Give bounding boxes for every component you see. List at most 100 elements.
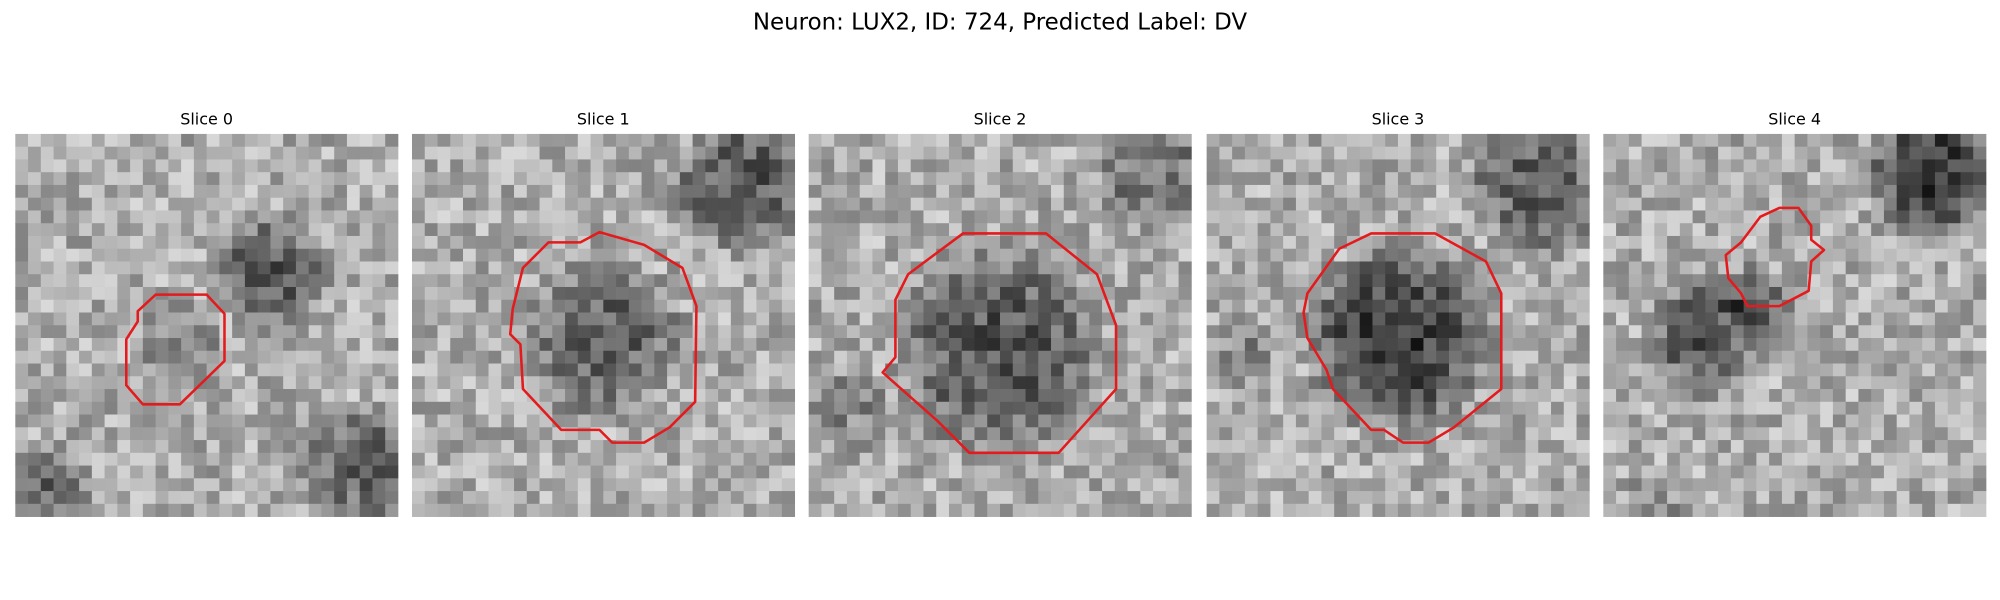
pixel — [514, 223, 528, 237]
pixel — [142, 184, 156, 199]
pixel — [923, 312, 937, 326]
pixel — [577, 286, 591, 301]
pixel — [79, 286, 93, 301]
pixel — [232, 312, 246, 326]
pixel — [40, 210, 54, 224]
pixel — [15, 350, 29, 364]
pixel — [321, 159, 335, 173]
pixel — [1896, 350, 1910, 364]
pixel — [1334, 286, 1348, 301]
pixel — [1654, 184, 1668, 199]
pixel — [1922, 248, 1936, 262]
pixel — [936, 274, 950, 288]
pixel — [1551, 465, 1565, 479]
pixel — [1896, 338, 1910, 352]
pixel — [705, 235, 719, 250]
pixel — [28, 503, 42, 517]
pixel — [1743, 389, 1757, 403]
pixel — [117, 491, 131, 505]
pixel — [859, 159, 873, 173]
pixel — [1563, 235, 1577, 250]
pixel — [219, 184, 233, 199]
pixel — [1679, 312, 1693, 326]
pixel — [28, 146, 42, 160]
pixel — [910, 197, 924, 211]
pixel — [590, 503, 604, 517]
pixel — [1487, 325, 1501, 339]
pixel — [1397, 491, 1412, 505]
pixel — [501, 465, 515, 479]
pixel — [142, 235, 156, 250]
pixel — [1845, 197, 1859, 211]
pixel — [552, 389, 566, 403]
pixel — [1858, 146, 1872, 160]
pixel — [1603, 223, 1617, 237]
pixel — [743, 133, 757, 148]
pixel — [475, 427, 489, 441]
pixel — [1922, 197, 1936, 211]
pixel — [616, 286, 630, 301]
pixel — [667, 248, 681, 262]
pixel — [730, 159, 745, 173]
pixel — [961, 197, 975, 211]
pixel — [1206, 427, 1220, 441]
pixel — [565, 325, 579, 339]
pixel — [910, 312, 924, 326]
pixel — [743, 440, 757, 454]
pixel — [437, 286, 451, 301]
pixel — [1845, 312, 1859, 326]
pixel — [628, 465, 642, 479]
pixel — [1114, 159, 1128, 173]
pixel — [1321, 338, 1335, 352]
pixel — [155, 465, 169, 479]
pixel — [142, 414, 156, 428]
pixel — [1705, 414, 1719, 428]
pixel — [308, 376, 322, 390]
pixel — [475, 235, 489, 250]
pixel — [1178, 440, 1192, 454]
pixel — [577, 146, 591, 160]
pixel — [1244, 491, 1259, 505]
pixel — [1781, 363, 1796, 377]
pixel — [1385, 491, 1399, 505]
pixel — [1667, 427, 1681, 441]
pixel — [1845, 325, 1859, 339]
pixel — [359, 197, 373, 211]
contour — [1724, 206, 1826, 308]
pixel — [756, 338, 770, 352]
pixel — [1692, 440, 1706, 454]
pixel — [385, 286, 399, 301]
pixel — [1896, 210, 1910, 224]
pixel — [488, 133, 502, 148]
pixel — [565, 172, 579, 186]
pixel — [1165, 312, 1179, 326]
pixel — [1794, 159, 1808, 173]
pixel — [565, 401, 579, 415]
pixel — [885, 440, 899, 454]
pixel — [1308, 184, 1322, 199]
pixel — [936, 223, 950, 237]
pixel — [1947, 401, 1961, 415]
pixel — [1000, 299, 1014, 313]
pixel — [104, 197, 118, 211]
pixel — [1038, 389, 1052, 403]
pixel — [1820, 159, 1834, 173]
pixel — [1679, 350, 1693, 364]
pixel — [321, 401, 335, 415]
pixel — [1960, 197, 1974, 211]
pixel — [1820, 325, 1834, 339]
pixel — [1603, 210, 1617, 224]
pixel — [769, 210, 783, 224]
pixel — [411, 235, 426, 250]
pixel — [1063, 338, 1077, 352]
pixel — [1219, 274, 1233, 288]
pixel — [28, 465, 42, 479]
pixel — [411, 261, 426, 275]
pixel — [1244, 376, 1259, 390]
pixel — [232, 299, 246, 313]
pixel — [834, 312, 848, 326]
pixel — [1232, 363, 1246, 377]
pixel — [283, 261, 297, 275]
pixel — [232, 133, 246, 148]
pixel — [1474, 133, 1488, 148]
